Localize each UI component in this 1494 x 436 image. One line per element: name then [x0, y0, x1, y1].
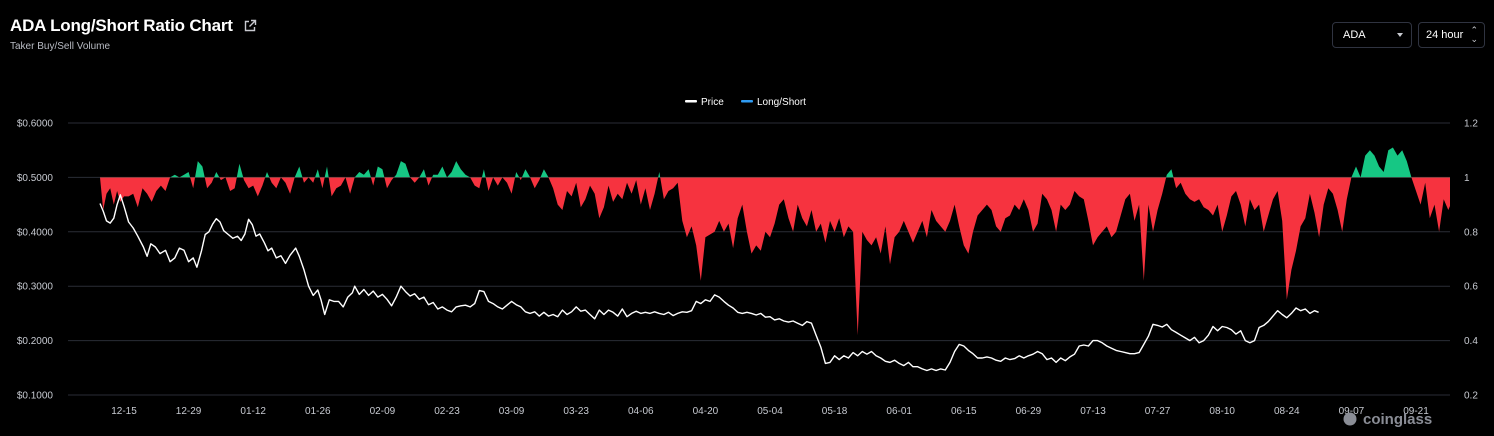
x-tick-label: 12-15 [111, 406, 137, 417]
coinglass-watermark: coinglass [1343, 411, 1432, 428]
y-left-tick-label: $0.6000 [17, 119, 54, 130]
x-tick-label: 01-26 [305, 406, 331, 417]
x-tick-label: 08-10 [1209, 406, 1235, 417]
x-tick-label: 08-24 [1274, 406, 1300, 417]
x-tick-label: 09-21 [1403, 406, 1429, 417]
x-tick-label: 07-27 [1145, 406, 1171, 417]
y-left-tick-label: $0.5000 [17, 173, 54, 184]
x-tick-label: 09-07 [1339, 406, 1365, 417]
y-right-tick-label: 1.2 [1464, 119, 1478, 130]
page-title: ADA Long/Short Ratio Chart [10, 16, 233, 35]
y-right-tick-label: 1 [1464, 173, 1470, 184]
x-tick-label: 02-09 [370, 406, 396, 417]
y-left-tick-label: $0.3000 [17, 282, 54, 293]
y-left-tick-label: $0.1000 [17, 391, 54, 402]
x-tick-label: 06-29 [1016, 406, 1042, 417]
title-row: ADA Long/Short Ratio Chart [10, 16, 257, 36]
y-right-tick-label: 0.6 [1464, 282, 1478, 293]
x-tick-label: 05-04 [757, 406, 783, 417]
legend-label-long-short: Long/Short [757, 97, 806, 108]
chart-controls: ADA 24 hour ⌃ ⌄ [1332, 22, 1485, 48]
x-tick-label: 01-12 [240, 406, 266, 417]
sort-arrows-icon: ⌃ ⌄ [1470, 25, 1478, 44]
legend-item-long-short[interactable]: Long/Short [741, 97, 806, 108]
chart-header: ADA Long/Short Ratio Chart Taker Buy/Sel… [10, 16, 257, 52]
y-right-tick-label: 0.8 [1464, 227, 1478, 238]
x-tick-label: 07-13 [1080, 406, 1106, 417]
x-tick-label: 06-15 [951, 406, 977, 417]
y-right-tick-label: 0.2 [1464, 391, 1478, 402]
y-axis-right: 0.2 0.4 0.6 0.8 1 1.2 [1464, 119, 1478, 402]
legend-swatch-long-short [741, 100, 753, 103]
x-tick-label: 03-09 [499, 406, 525, 417]
watermark-text: coinglass [1363, 411, 1432, 428]
x-tick-label: 05-18 [822, 406, 848, 417]
x-tick-label: 03-23 [563, 406, 589, 417]
ratio-area-layer [100, 147, 1450, 336]
interval-select[interactable]: 24 hour ⌃ ⌄ [1418, 22, 1485, 48]
external-link-icon[interactable] [243, 19, 257, 33]
chart-legend: Price Long/Short [685, 97, 806, 108]
x-tick-label: 04-06 [628, 406, 654, 417]
price-line-layer [99, 194, 1319, 372]
x-tick-label: 06-01 [886, 406, 912, 417]
short-ratio-area [100, 177, 1450, 336]
y-left-tick-label: $0.2000 [17, 336, 54, 347]
x-tick-label: 12-29 [176, 406, 202, 417]
x-axis: 12-15 12-29 01-12 01-26 02-09 02-23 03-09 03-23… [111, 406, 1429, 417]
x-tick-label: 04-20 [693, 406, 719, 417]
y-right-tick-label: 0.4 [1464, 336, 1478, 347]
interval-select-value: 24 hour [1426, 29, 1464, 41]
coin-select-value: ADA [1343, 29, 1366, 41]
legend-item-price[interactable]: Price [685, 97, 724, 108]
y-axis-left: $0.1000 $0.2000 $0.3000 $0.4000 $0.5000 $0.60… [17, 119, 54, 402]
x-tick-label: 02-23 [434, 406, 460, 417]
price-line [99, 194, 1319, 372]
legend-swatch-price [685, 100, 697, 103]
legend-label-price: Price [701, 97, 724, 108]
page-subtitle: Taker Buy/Sell Volume [10, 41, 111, 52]
coinglass-logo-icon [1343, 412, 1357, 426]
chart-grid [68, 122, 1450, 396]
coin-select[interactable]: ADA [1332, 22, 1412, 48]
chevron-down-icon [1397, 33, 1403, 37]
y-left-tick-label: $0.4000 [17, 227, 54, 238]
